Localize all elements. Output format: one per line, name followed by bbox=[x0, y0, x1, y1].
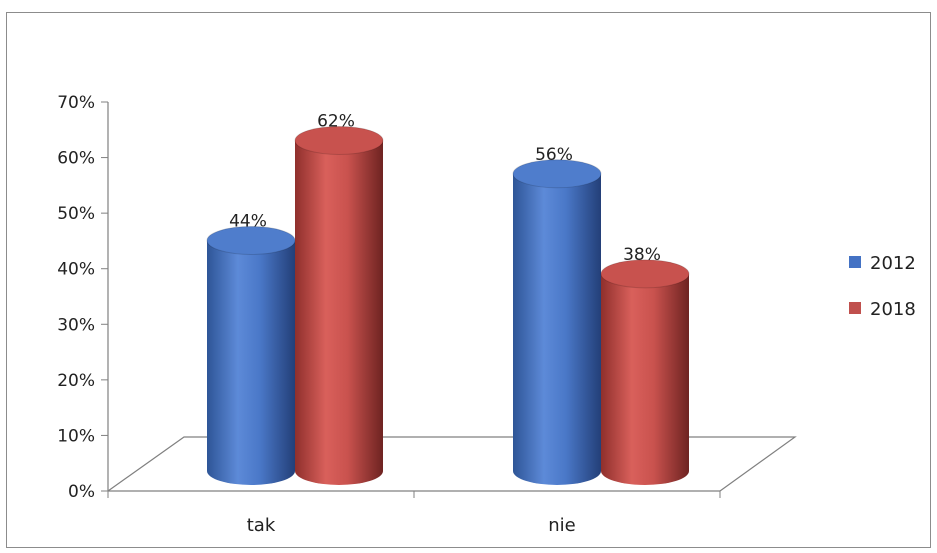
data-label: 38% bbox=[623, 245, 661, 265]
category-labels: tak nie bbox=[247, 515, 576, 536]
floor-outline bbox=[107, 436, 797, 492]
data-label: 44% bbox=[229, 211, 267, 231]
bar-nie-2018: 38% bbox=[600, 245, 690, 485]
y-tick-label: 60% bbox=[57, 149, 95, 169]
y-tick-label: 40% bbox=[57, 260, 95, 280]
bars: 44% 62% 56% 38% bbox=[206, 111, 690, 486]
y-axis-ticks: 0% 10% 20% 30% 40% 50% 60% 70% bbox=[57, 93, 108, 502]
bar-body bbox=[513, 173, 601, 486]
data-label: 62% bbox=[317, 111, 355, 131]
bar-body bbox=[207, 240, 295, 485]
legend-swatch bbox=[849, 302, 861, 314]
data-label: 56% bbox=[535, 145, 573, 165]
chart-frame bbox=[6, 12, 931, 548]
bar-body bbox=[295, 140, 383, 485]
y-tick-label: 70% bbox=[57, 93, 95, 113]
y-tick-label: 10% bbox=[57, 426, 95, 446]
legend-label: 2012 bbox=[870, 253, 916, 274]
y-tick-label: 50% bbox=[57, 204, 95, 224]
bar-nie-2012: 56% bbox=[512, 145, 602, 486]
y-tick-label: 20% bbox=[57, 371, 95, 391]
legend-swatch bbox=[849, 256, 861, 268]
bar-tak-2012: 44% bbox=[206, 211, 296, 485]
legend: 2012 2018 bbox=[849, 253, 916, 320]
bar-tak-2018: 62% bbox=[294, 111, 384, 485]
legend-label: 2018 bbox=[870, 299, 916, 320]
y-tick-label: 0% bbox=[68, 482, 95, 502]
bar-top bbox=[512, 159, 602, 189]
bar-top bbox=[294, 125, 384, 155]
axes bbox=[107, 102, 797, 498]
category-label: tak bbox=[247, 515, 276, 536]
bar-body bbox=[601, 273, 689, 485]
bar-top bbox=[600, 259, 690, 289]
category-label: nie bbox=[548, 515, 575, 536]
y-tick-label: 30% bbox=[57, 315, 95, 335]
